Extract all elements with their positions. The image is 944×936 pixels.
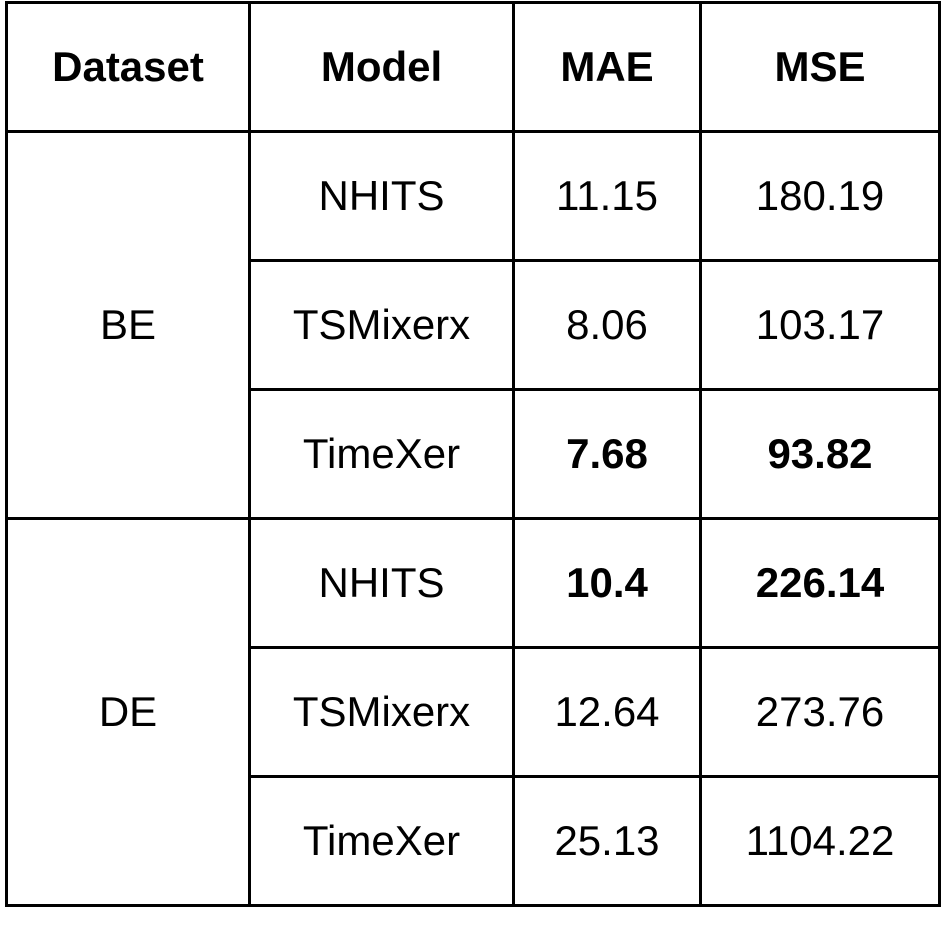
model-cell: NHITS [248, 517, 515, 649]
data-row: TimeXer 25.13 1104.22 [7, 775, 941, 907]
data-row: TSMixerx 8.06 103.17 [7, 259, 941, 391]
metric-cell: 7.68 [512, 388, 702, 520]
dataset-cell: DE [5, 517, 251, 907]
data-row: BE NHITS 11.15 180.19 [5, 130, 941, 520]
metric-cell: 226.14 [699, 517, 941, 649]
header-cell: MSE [699, 1, 941, 133]
model-cell: TSMixerx [248, 646, 515, 778]
results-table: Dataset Model MAE MSE BE NHITS 11.15 180.19 TSM… [5, 1, 941, 907]
metric-cell: 8.06 [512, 259, 702, 391]
metric-cell: 273.76 [699, 646, 941, 778]
metric-cell: 1104.22 [699, 775, 941, 907]
header-cell: MAE [512, 1, 702, 133]
data-row: TSMixerx 12.64 273.76 [7, 646, 941, 778]
data-row: DE NHITS 10.4 226.14 [5, 517, 941, 907]
model-cell: TimeXer [248, 388, 515, 520]
metric-cell: 180.19 [699, 130, 941, 262]
header-cell: Model [248, 1, 515, 133]
header-cell: Dataset [5, 1, 251, 133]
metric-cell: 93.82 [699, 388, 941, 520]
model-cell: TimeXer [248, 775, 515, 907]
model-cell: NHITS [248, 130, 515, 262]
dataset-cell: BE [5, 130, 251, 520]
metric-cell: 12.64 [512, 646, 702, 778]
data-row: TimeXer 7.68 93.82 [7, 388, 941, 520]
metric-cell: 10.4 [512, 517, 702, 649]
metric-cell: 25.13 [512, 775, 702, 907]
header-row: Dataset Model MAE MSE [5, 1, 941, 133]
metric-cell: 103.17 [699, 259, 941, 391]
metric-cell: 11.15 [512, 130, 702, 262]
model-cell: TSMixerx [248, 259, 515, 391]
